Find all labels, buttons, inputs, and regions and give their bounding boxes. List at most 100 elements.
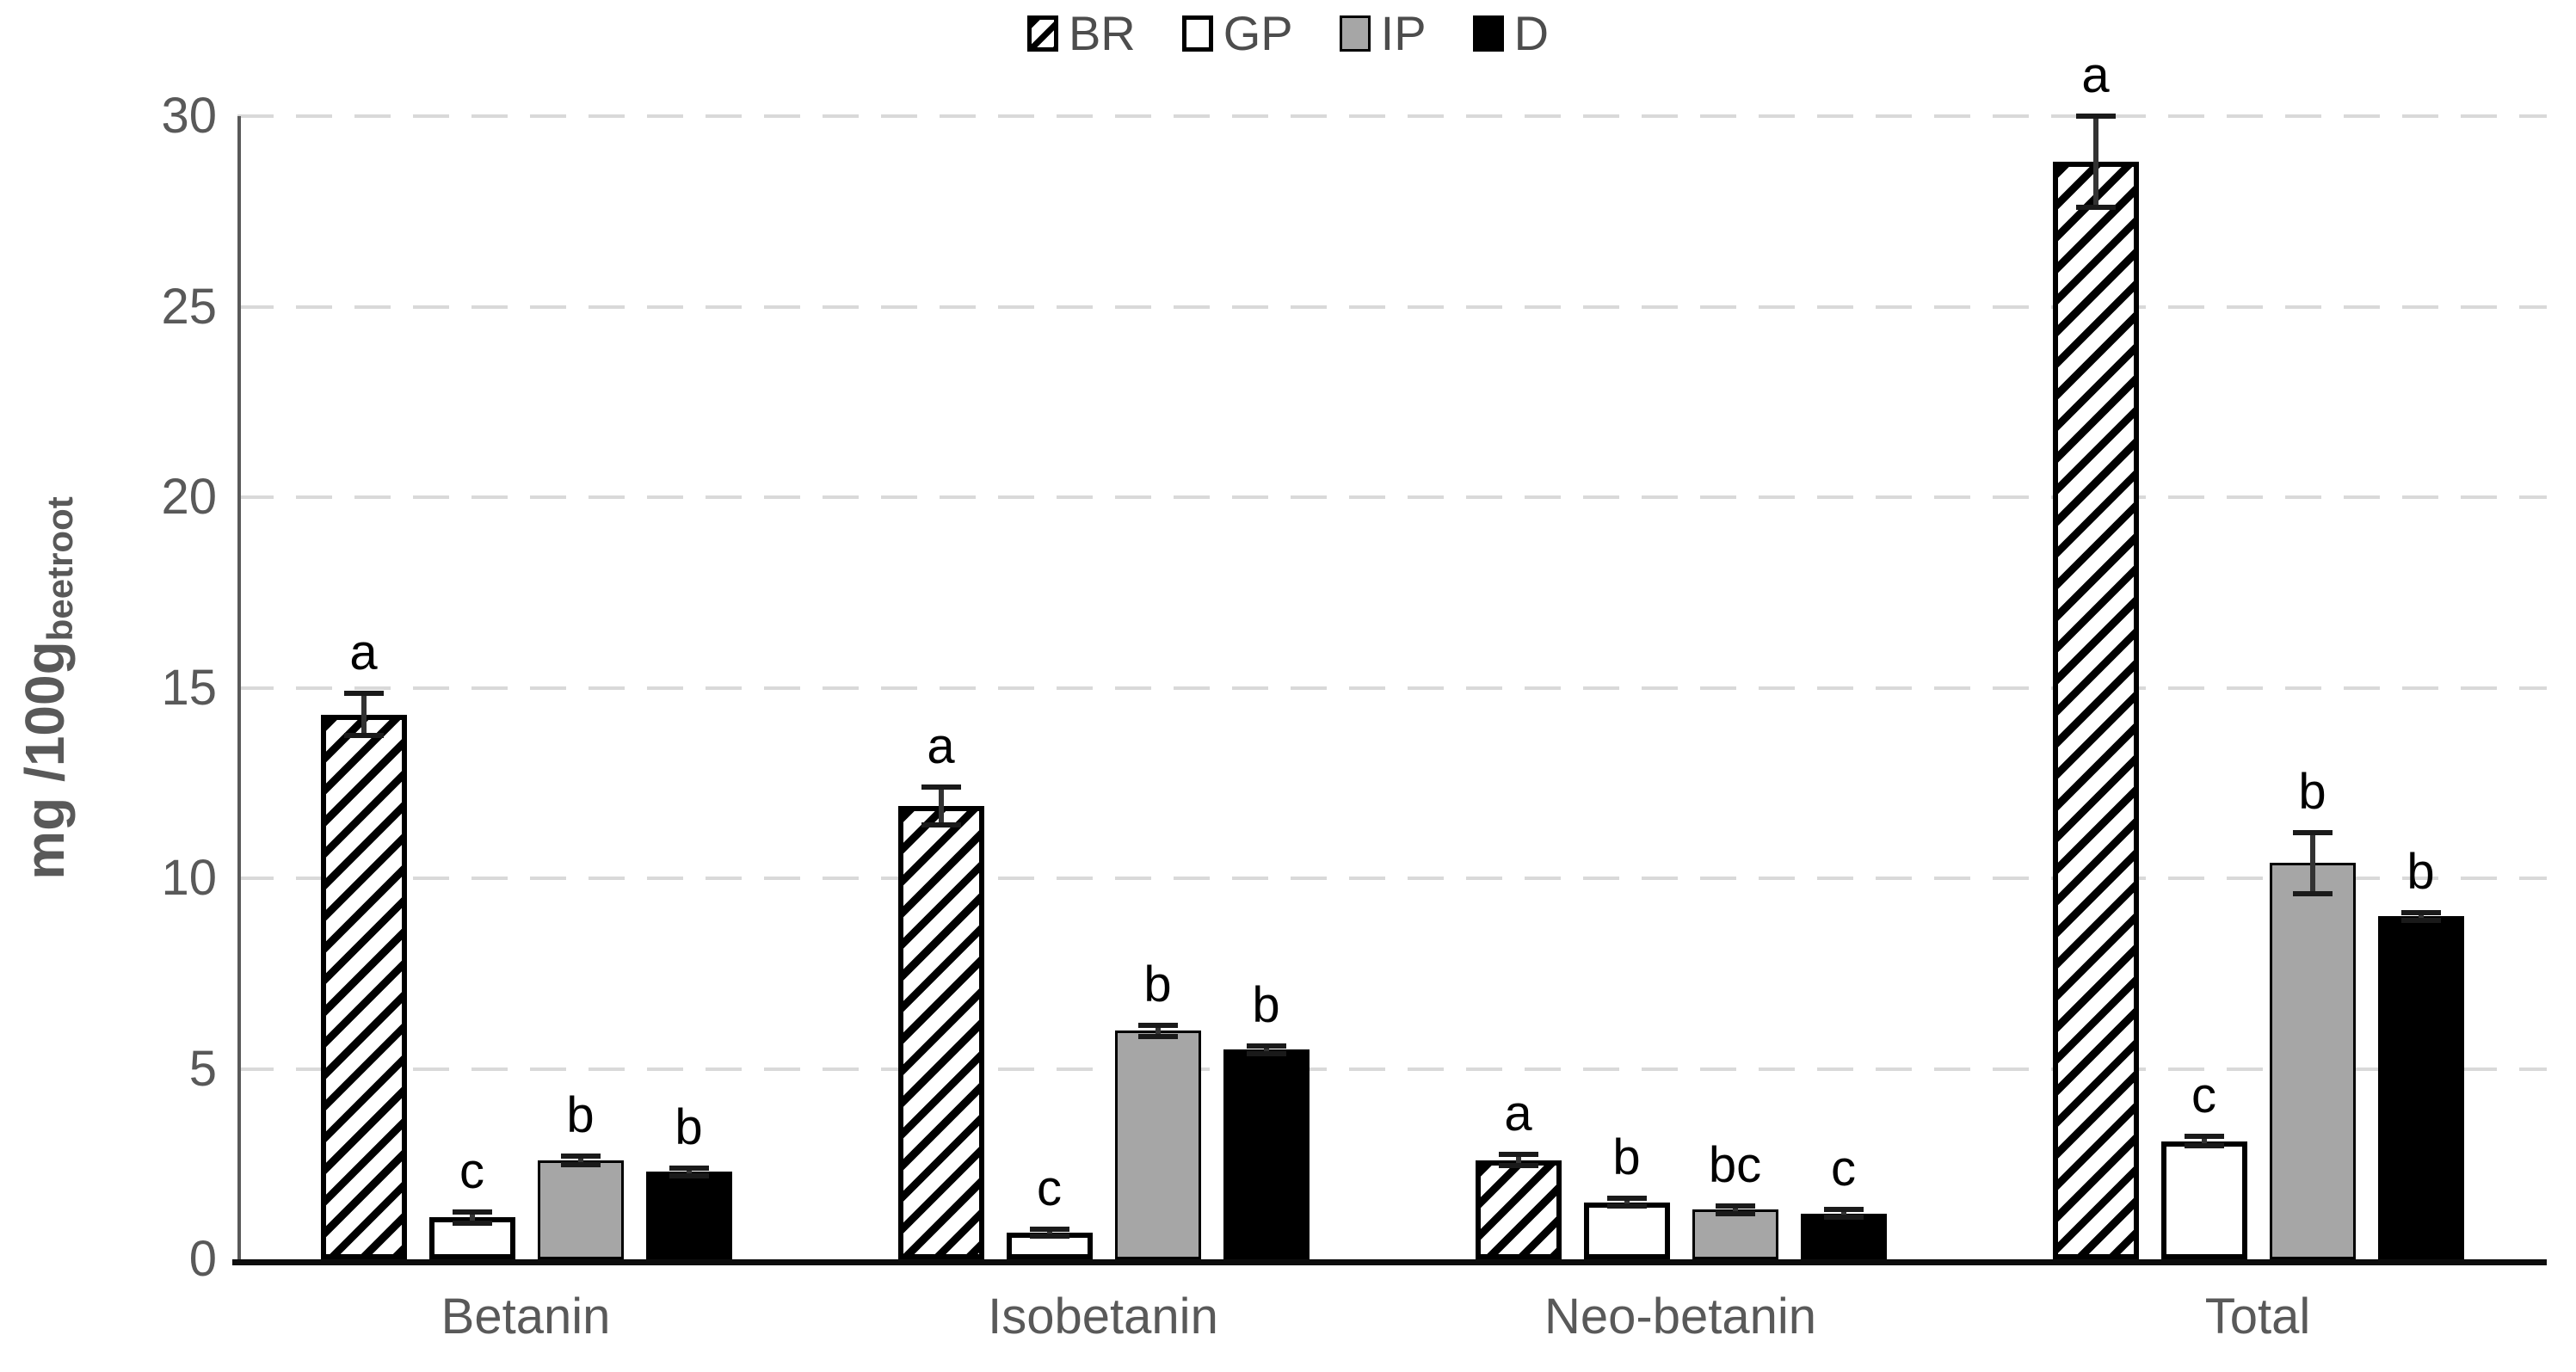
x-axis-line — [232, 1259, 2547, 1265]
bar-IP-Betanin — [537, 1160, 624, 1259]
significance-letter-IP-Isobetanin: b — [1143, 956, 1172, 1012]
error-bar-BR-Betanin — [361, 693, 367, 735]
bar-IP-Isobetanin — [1114, 1031, 1201, 1259]
error-cap-top-GP-Neo-betanin — [1606, 1196, 1647, 1202]
legend-label-d: D — [1513, 6, 1550, 60]
error-cap-bottom-D-Total — [2400, 917, 2441, 923]
error-cap-top-IP-Betanin — [560, 1153, 601, 1159]
error-cap-top-D-Isobetanin — [1246, 1043, 1286, 1049]
error-cap-bottom-D-Isobetanin — [1246, 1050, 1286, 1056]
y-tick-label-5: 5 — [188, 1040, 217, 1097]
error-bar-BR-Neo-betanin — [1515, 1154, 1521, 1166]
significance-letter-GP-Neo-betanin: b — [1612, 1129, 1641, 1186]
legend-swatch-br-hatched-icon — [1026, 15, 1058, 52]
error-bar-IP-Neo-betanin — [1732, 1205, 1738, 1214]
error-bar-D-Total — [2418, 912, 2424, 920]
significance-letter-D-Isobetanin: b — [1252, 976, 1280, 1033]
legend-item-d: D — [1472, 6, 1550, 60]
error-cap-bottom-BR-Betanin — [343, 732, 384, 738]
error-cap-top-D-Betanin — [669, 1165, 709, 1171]
error-cap-top-BR-Total — [2075, 114, 2116, 119]
legend-label-ip: IP — [1380, 6, 1427, 60]
legend-item-gp: GP — [1181, 9, 1293, 58]
significance-letter-BR-Neo-betanin: a — [1504, 1086, 1532, 1142]
error-cap-bottom-BR-Neo-betanin — [1498, 1163, 1538, 1169]
error-bar-D-Neo-betanin — [1840, 1209, 1846, 1218]
significance-letter-IP-Betanin: b — [566, 1086, 595, 1143]
y-tick-label-10: 10 — [161, 850, 217, 906]
error-bar-GP-Total — [2201, 1136, 2207, 1146]
y-tick-label-30: 30 — [161, 88, 217, 144]
legend-item-ip: IP — [1339, 6, 1427, 60]
significance-letter-D-Total: b — [2407, 843, 2435, 900]
error-cap-bottom-GP-Total — [2184, 1142, 2224, 1148]
error-cap-top-BR-Isobetanin — [921, 784, 961, 790]
legend: BR GP IP D — [0, 3, 2576, 64]
significance-letter-GP-Total: c — [2191, 1067, 2216, 1124]
bar-BR-Total — [2052, 162, 2139, 1259]
category-label-neo-betanin: Neo-betanin — [1544, 1289, 1816, 1344]
error-cap-top-IP-Isobetanin — [1137, 1022, 1178, 1028]
bar-D-Betanin — [645, 1172, 732, 1259]
y-tick-label-0: 0 — [188, 1231, 217, 1287]
significance-letter-BR-Betanin: a — [349, 624, 378, 681]
gridline-y-20 — [237, 495, 2547, 499]
category-label-total: Total — [2204, 1289, 2311, 1344]
y-tick-label-25: 25 — [161, 278, 217, 335]
category-label-isobetanin: Isobetanin — [988, 1289, 1218, 1344]
error-cap-bottom-BR-Total — [2075, 205, 2116, 211]
significance-letter-BR-Total: a — [2081, 47, 2110, 103]
y-tick-label-15: 15 — [161, 659, 217, 716]
error-bar-BR-Total — [2092, 116, 2098, 208]
significance-letter-D-Betanin: b — [675, 1098, 703, 1155]
significance-letter-GP-Isobetanin: c — [1037, 1160, 1062, 1216]
error-cap-bottom-IP-Neo-betanin — [1715, 1210, 1755, 1216]
bar-BR-Isobetanin — [897, 805, 984, 1259]
y-axis-title: mg /100gbeetroot — [14, 496, 80, 879]
error-bar-D-Isobetanin — [1263, 1045, 1269, 1054]
category-label-betanin: Betanin — [441, 1289, 611, 1344]
significance-letter-IP-Total: b — [2298, 763, 2326, 820]
error-cap-bottom-GP-Neo-betanin — [1606, 1203, 1647, 1209]
error-cap-top-D-Total — [2400, 909, 2441, 915]
error-cap-bottom-IP-Betanin — [560, 1162, 601, 1168]
significance-letter-IP-Neo-betanin: bc — [1708, 1136, 1762, 1193]
error-bar-IP-Isobetanin — [1155, 1024, 1161, 1037]
error-cap-bottom-IP-Isobetanin — [1137, 1033, 1178, 1039]
error-cap-bottom-D-Betanin — [669, 1172, 709, 1178]
bar-BR-Neo-betanin — [1475, 1160, 1562, 1259]
error-cap-top-IP-Neo-betanin — [1715, 1203, 1755, 1209]
y-axis-line — [237, 116, 241, 1259]
error-cap-top-D-Neo-betanin — [1823, 1207, 1864, 1213]
error-bar-GP-Neo-betanin — [1624, 1198, 1630, 1206]
legend-item-br: BR — [1026, 6, 1136, 60]
bar-D-Total — [2377, 916, 2464, 1259]
error-cap-bottom-D-Neo-betanin — [1823, 1215, 1864, 1221]
error-cap-bottom-BR-Isobetanin — [921, 821, 961, 828]
error-bar-GP-Isobetanin — [1046, 1228, 1052, 1237]
significance-letter-BR-Isobetanin: a — [927, 717, 955, 774]
error-bar-GP-Betanin — [469, 1211, 475, 1223]
error-bar-IP-Total — [2309, 832, 2315, 894]
bar-D-Neo-betanin — [1800, 1213, 1887, 1259]
y-axis-title-main: mg /100g — [14, 641, 76, 880]
error-bar-IP-Betanin — [577, 1155, 583, 1166]
bar-GP-Total — [2160, 1141, 2247, 1259]
legend-swatch-d-black-icon — [1472, 15, 1504, 52]
bar-IP-Neo-betanin — [1692, 1209, 1778, 1259]
y-tick-label-20: 20 — [161, 469, 217, 525]
bar-BR-Betanin — [320, 714, 407, 1259]
bar-D-Isobetanin — [1223, 1049, 1310, 1259]
gridline-y-10 — [237, 877, 2547, 880]
error-bar-D-Betanin — [686, 1167, 692, 1176]
error-cap-top-GP-Betanin — [452, 1209, 492, 1215]
error-cap-top-GP-Total — [2184, 1134, 2224, 1140]
legend-label-br: BR — [1068, 6, 1136, 60]
gridline-y-30 — [237, 114, 2547, 118]
error-cap-top-BR-Betanin — [343, 691, 384, 697]
error-cap-top-GP-Isobetanin — [1029, 1226, 1069, 1232]
legend-swatch-gp-white-icon — [1181, 15, 1213, 52]
significance-letter-GP-Betanin: c — [459, 1142, 484, 1199]
bar-GP-Neo-betanin — [1583, 1202, 1670, 1259]
